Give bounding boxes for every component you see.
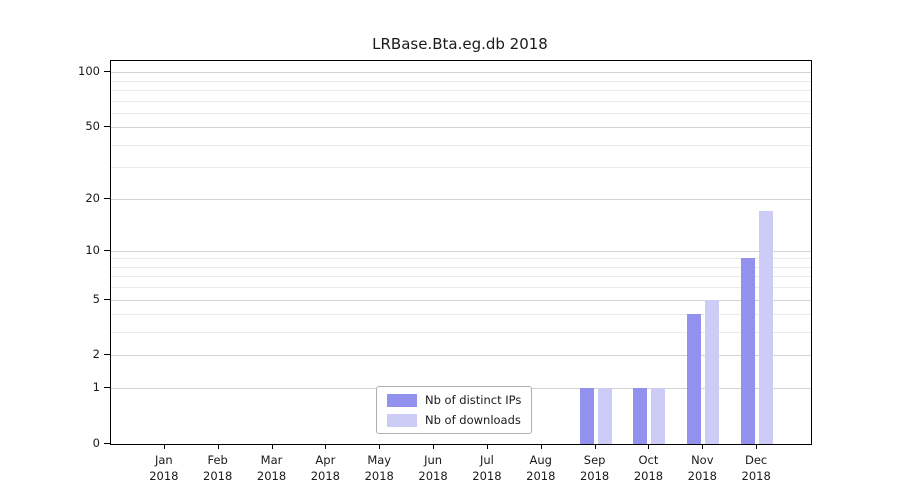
y-tick-mark — [104, 298, 110, 300]
x-tick-label: Feb 2018 — [203, 453, 233, 483]
bar-distinct-ips-sep — [579, 388, 594, 444]
major-gridline — [111, 250, 811, 252]
x-tick-label: Jun 2018 — [418, 453, 448, 483]
y-tick-label: 20 — [85, 190, 100, 205]
y-tick-label: 50 — [85, 119, 100, 134]
x-tick-label: Oct 2018 — [633, 453, 664, 483]
minor-gridline — [111, 276, 811, 278]
plot-area: Nb of distinct IPs Nb of downloads — [110, 60, 812, 445]
legend-swatch-distinct-ips — [387, 393, 417, 407]
x-tick-mark — [379, 444, 381, 449]
major-gridline — [111, 127, 811, 129]
minor-gridline — [111, 144, 811, 146]
legend: Nb of distinct IPs Nb of downloads — [376, 386, 533, 434]
y-tick-mark — [104, 354, 110, 356]
y-tick-label: 1 — [92, 380, 100, 395]
y-tick-label: 2 — [92, 347, 100, 362]
y-tick-label: 10 — [85, 242, 100, 257]
bar-downloads-nov — [705, 299, 720, 444]
y-tick-mark — [104, 387, 110, 389]
x-tick-mark — [433, 444, 435, 449]
y-tick-mark — [104, 126, 110, 128]
bar-downloads-oct — [651, 388, 666, 444]
bar-downloads-dec — [759, 211, 774, 444]
minor-gridline — [111, 112, 811, 114]
x-tick-label: Sep 2018 — [579, 453, 610, 483]
minor-gridline — [111, 167, 811, 169]
y-tick-mark — [104, 249, 110, 251]
minor-gridline — [111, 314, 811, 316]
major-gridline — [111, 198, 811, 200]
x-tick-mark — [271, 444, 273, 449]
x-tick-mark — [325, 444, 327, 449]
x-tick-label: Jan 2018 — [149, 453, 179, 483]
y-tick-mark — [104, 71, 110, 73]
chart-title: LRBase.Bta.eg.db 2018 — [372, 35, 548, 53]
bar-distinct-ips-oct — [633, 388, 648, 444]
x-tick-label: Mar 2018 — [256, 453, 287, 483]
major-gridline — [111, 72, 811, 74]
x-tick-label: Nov 2018 — [687, 453, 717, 483]
bar-distinct-ips-nov — [687, 314, 702, 444]
bar-distinct-ips-dec — [741, 258, 756, 444]
legend-label-downloads: Nb of downloads — [425, 413, 521, 427]
legend-item-downloads: Nb of downloads — [387, 413, 521, 427]
y-tick-mark — [104, 443, 110, 444]
major-gridline — [111, 299, 811, 301]
x-tick-mark — [648, 444, 650, 449]
x-tick-label: May 2018 — [364, 453, 394, 483]
minor-gridline — [111, 287, 811, 289]
x-tick-label: Dec 2018 — [741, 453, 771, 483]
legend-swatch-downloads — [387, 413, 417, 427]
minor-gridline — [111, 89, 811, 91]
minor-gridline — [111, 258, 811, 260]
minor-gridline — [111, 100, 811, 102]
x-tick-mark — [756, 444, 758, 449]
y-tick-mark — [104, 197, 110, 199]
y-tick-label: 5 — [92, 291, 100, 306]
bar-downloads-sep — [597, 388, 612, 444]
y-tick-label: 0 — [92, 436, 100, 450]
minor-gridline — [111, 266, 811, 268]
y-tick-label: 100 — [78, 64, 100, 79]
x-tick-mark — [594, 444, 596, 449]
x-tick-label: Jul 2018 — [472, 453, 502, 483]
legend-label-distinct-ips: Nb of distinct IPs — [425, 393, 522, 407]
x-tick-mark — [702, 444, 704, 449]
x-tick-mark — [486, 444, 488, 449]
x-tick-label: Aug 2018 — [526, 453, 556, 483]
major-gridline — [111, 355, 811, 357]
x-tick-mark — [217, 444, 219, 449]
x-tick-label: Apr 2018 — [310, 453, 341, 483]
x-tick-mark — [163, 444, 165, 449]
x-tick-mark — [540, 444, 542, 449]
minor-gridline — [111, 332, 811, 334]
legend-item-distinct-ips: Nb of distinct IPs — [387, 393, 521, 407]
minor-gridline — [111, 80, 811, 82]
